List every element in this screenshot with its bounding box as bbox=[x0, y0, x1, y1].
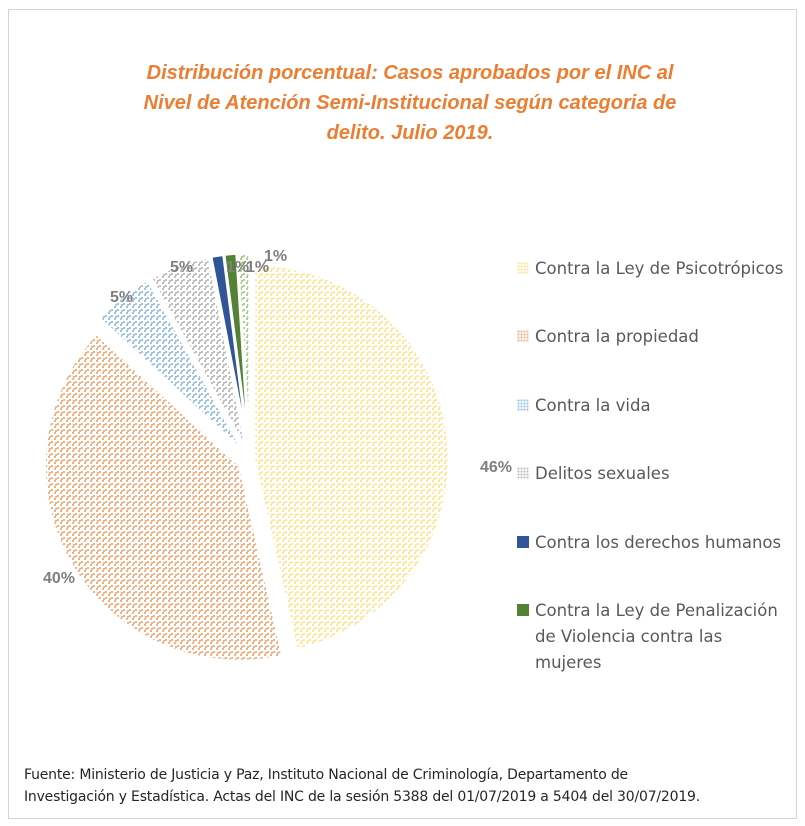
legend-swatch-4 bbox=[517, 467, 529, 479]
legend-item-4: Delitos sexuales bbox=[517, 461, 797, 487]
source-footnote: Fuente: Ministerio de Justicia y Paz, In… bbox=[24, 764, 794, 808]
data-label-1: 46% bbox=[480, 459, 512, 476]
legend-swatch-2 bbox=[517, 330, 529, 342]
pie-slices bbox=[43, 251, 451, 663]
legend-label-4-line-1: Delitos sexuales bbox=[535, 464, 670, 483]
legend-label-2-line-1: Contra la propiedad bbox=[535, 327, 699, 346]
legend-label-3: Contra la vida bbox=[535, 393, 797, 419]
data-label-2: 40% bbox=[43, 570, 75, 587]
footnote-line-1: Fuente: Ministerio de Justicia y Paz, In… bbox=[24, 767, 628, 783]
pie-slice-2 bbox=[43, 331, 285, 663]
pie-data-labels: 46%40%5%5% 1%1%1% bbox=[43, 248, 512, 587]
chart-frame bbox=[8, 9, 797, 819]
legend-item-3: Contra la vida bbox=[517, 393, 797, 419]
pie-slice-1 bbox=[252, 263, 451, 652]
legend-label-6-line-1: Contra la Ley de Penalización bbox=[535, 601, 778, 620]
footnote-line-2: Investigación y Estadística. Actas del I… bbox=[24, 789, 700, 805]
legend-item-6: Contra la Ley de Penalización de Violenci… bbox=[517, 598, 797, 676]
legend-label-5: Contra los derechos humanos bbox=[535, 530, 797, 556]
pie-slice-7 bbox=[235, 251, 251, 449]
chart-title-line-3: delito. Julio 2019. bbox=[326, 122, 494, 144]
legend-swatch-1 bbox=[517, 262, 529, 274]
data-label-6: 1% bbox=[246, 259, 269, 276]
pie-slice-3 bbox=[97, 278, 244, 452]
legend-item-1: Contra la Ley de Psicotrópicos bbox=[517, 256, 797, 282]
legend-item-5: Contra los derechos humanos bbox=[517, 530, 797, 556]
legend-swatch-3 bbox=[517, 399, 529, 411]
legend-swatch-5 bbox=[517, 536, 529, 548]
legend-label-3-line-1: Contra la vida bbox=[535, 396, 651, 415]
legend-label-1: Contra la Ley de Psicotrópicos bbox=[535, 256, 797, 282]
data-label-5: 1% bbox=[226, 259, 249, 276]
pie-slice-4 bbox=[149, 255, 248, 450]
legend-swatch-6 bbox=[517, 604, 529, 616]
legend-label-5-line-1: Contra los derechos humanos bbox=[535, 533, 782, 552]
data-label-7: 1% bbox=[264, 248, 287, 265]
legend-label-4: Delitos sexuales bbox=[535, 461, 797, 487]
chart-title-line-2: Nivel de Atención Semi-Institucional seg… bbox=[143, 92, 677, 114]
data-label-3: 5% bbox=[110, 289, 133, 306]
chart-title-line-1: Distribución porcentual: Casos aprobados… bbox=[146, 62, 674, 84]
legend-label-6-line-3: mujeres bbox=[535, 653, 602, 672]
legend-label-6: Contra la Ley de Penalización de Violenci… bbox=[535, 598, 797, 676]
legend-label-6-line-2: de Violencia contra las bbox=[535, 627, 723, 646]
legend-item-2: Contra la propiedad bbox=[517, 324, 797, 350]
legend-label-1-line-1: Contra la Ley de Psicotrópicos bbox=[535, 259, 784, 278]
data-label-4: 5% bbox=[170, 259, 193, 276]
legend-label-2: Contra la propiedad bbox=[535, 324, 797, 350]
chart-title: Distribución porcentual: Casos aprobados… bbox=[80, 58, 740, 148]
